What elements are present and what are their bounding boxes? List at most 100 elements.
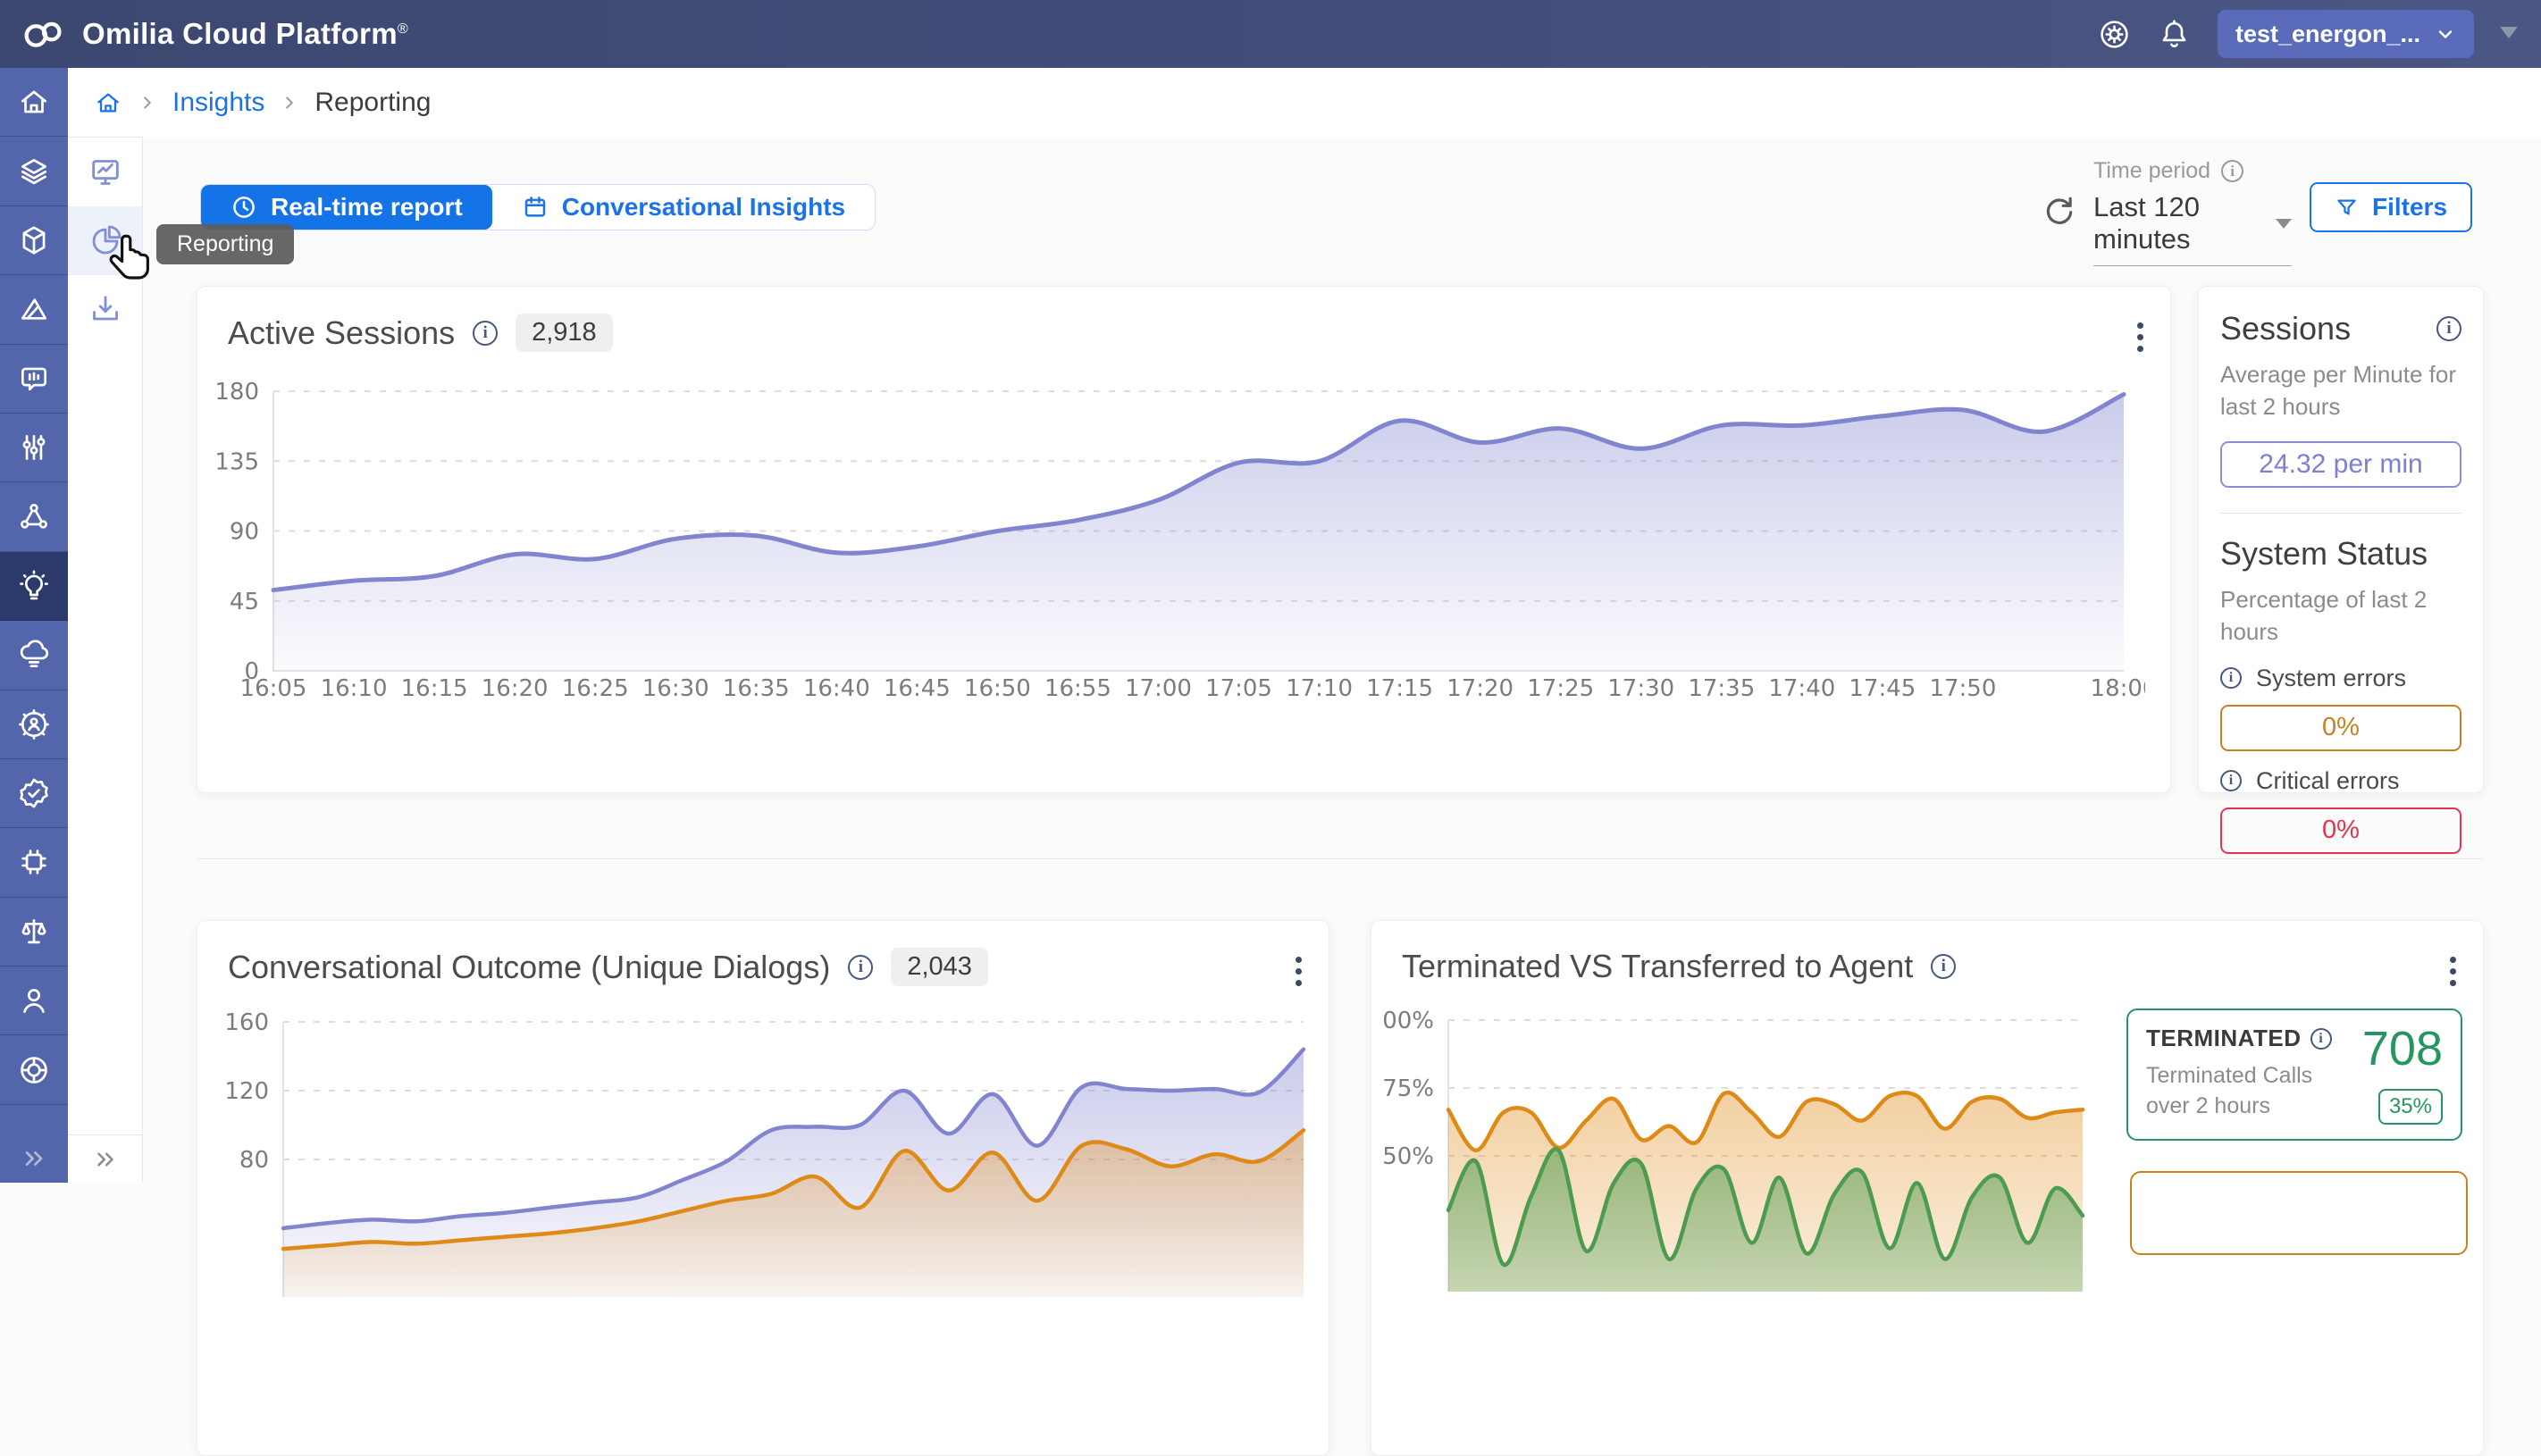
filters-button[interactable]: Filters <box>2310 182 2473 232</box>
sidebar-item-cloud-sync[interactable] <box>0 621 68 690</box>
breadcrumb-current: Reporting <box>314 87 432 117</box>
scrollbar-arrow[interactable] <box>2500 27 2518 38</box>
time-period-label: Time period <box>2093 158 2211 183</box>
kebab-menu-icon[interactable] <box>2446 953 2460 990</box>
svg-text:75%: 75% <box>1382 1075 1434 1102</box>
system-status-subtitle: Percentage of last 2 hours <box>2220 585 2428 646</box>
kebab-menu-icon[interactable] <box>2134 319 2147 356</box>
sidebar-item-user[interactable] <box>0 966 68 1036</box>
terminated-value: 708 <box>2361 1022 2443 1075</box>
svg-text:17:50: 17:50 <box>1929 675 1996 702</box>
sidebar-item-block[interactable] <box>0 206 68 276</box>
refresh-icon[interactable] <box>2041 192 2078 230</box>
registered-mark: ® <box>397 21 408 37</box>
info-icon[interactable] <box>2220 770 2242 792</box>
calendar-icon <box>522 194 549 221</box>
info-icon[interactable] <box>473 320 499 346</box>
svg-text:100%: 100% <box>1381 1008 1434 1034</box>
svg-text:17:00: 17:00 <box>1125 675 1192 702</box>
tab-conversational-insights[interactable]: Conversational Insights <box>492 185 875 230</box>
svg-text:0: 0 <box>244 658 259 685</box>
svg-text:17:15: 17:15 <box>1366 675 1433 702</box>
info-icon[interactable] <box>2221 160 2244 182</box>
pie-chart-icon <box>88 223 123 259</box>
svg-text:17:05: 17:05 <box>1205 675 1272 702</box>
svg-text:90: 90 <box>230 519 259 546</box>
svg-text:16:30: 16:30 <box>642 675 709 702</box>
subnav-item-download[interactable] <box>68 275 142 344</box>
reporting-tooltip: Reporting <box>156 224 295 264</box>
svg-text:17:30: 17:30 <box>1607 675 1674 702</box>
svg-text:80: 80 <box>239 1147 269 1174</box>
sidebar-item-badge-check[interactable] <box>0 759 68 829</box>
rail-expand-button[interactable] <box>0 1134 68 1183</box>
svg-text:50%: 50% <box>1382 1143 1434 1170</box>
subnav-expand-button[interactable] <box>68 1134 142 1183</box>
sidebar-item-chat-feedback[interactable] <box>0 345 68 414</box>
settings-gear-icon[interactable] <box>2098 18 2131 51</box>
system-errors-row: System errors <box>2220 665 2461 692</box>
life-ring-icon <box>17 1053 51 1087</box>
svg-text:16:15: 16:15 <box>401 675 468 702</box>
sessions-status-panel: Sessions Average per Minute for last 2 h… <box>2198 286 2484 854</box>
sidebar-item-layers[interactable] <box>0 137 68 206</box>
omilia-cloud-logo-icon <box>18 13 70 54</box>
svg-text:16:50: 16:50 <box>964 675 1031 702</box>
svg-text:17:40: 17:40 <box>1768 675 1835 702</box>
sidebar-item-lightbulb[interactable] <box>0 551 68 622</box>
ruler-triangle-icon <box>17 292 51 326</box>
sidebar-item-scales[interactable] <box>0 898 68 967</box>
section-divider <box>197 858 2484 859</box>
kebab-menu-icon[interactable] <box>1292 953 1305 990</box>
svg-text:180: 180 <box>214 379 259 406</box>
main-content: Real-time report Conversational Insights… <box>143 137 2541 1456</box>
chevron-down-icon <box>2435 23 2456 45</box>
breadcrumb: Insights Reporting <box>68 68 2541 137</box>
time-period-select[interactable]: Last 120 minutes <box>2093 191 2292 266</box>
block-icon <box>17 223 51 257</box>
notifications-bell-icon[interactable] <box>2158 18 2191 51</box>
svg-text:16:45: 16:45 <box>884 675 951 702</box>
svg-text:160: 160 <box>224 1009 269 1036</box>
chat-feedback-icon <box>17 362 51 396</box>
top-bar: Omilia Cloud Platform® test_energon_... <box>0 0 2541 68</box>
sidebar-item-sliders[interactable] <box>0 414 68 483</box>
user-icon <box>17 983 51 1017</box>
terminated-description: Terminated Calls over 2 hours <box>2146 1063 2313 1118</box>
home-icon <box>17 85 51 119</box>
info-icon[interactable] <box>1931 954 1957 979</box>
info-icon[interactable] <box>2220 667 2242 690</box>
tab-real-time-report[interactable]: Real-time report <box>201 185 492 230</box>
conversational-outcome-card: Conversational Outcome (Unique Dialogs) … <box>197 920 1329 1456</box>
svg-text:17:20: 17:20 <box>1447 675 1514 702</box>
subnav-item-pie-chart[interactable] <box>68 206 142 275</box>
conversational-outcome-chart: 160 120 80 <box>224 1009 1306 1297</box>
system-status-title: System Status <box>2220 534 2428 572</box>
subnav-item-monitor-chart[interactable] <box>68 138 142 206</box>
sidebar-item-home[interactable] <box>0 68 68 138</box>
divider <box>2220 512 2461 514</box>
sidebar-item-gear-user[interactable] <box>0 690 68 759</box>
breadcrumb-separator-icon <box>280 93 299 113</box>
time-period-value: Last 120 minutes <box>2093 191 2200 255</box>
info-icon[interactable] <box>2310 1027 2332 1050</box>
sidebar-item-chip[interactable] <box>0 828 68 898</box>
breadcrumb-insights-link[interactable]: Insights <box>172 87 265 117</box>
topbar-actions: test_energon_... <box>2098 0 2475 68</box>
sidebar-item-network-nodes[interactable] <box>0 482 68 552</box>
card-title: Terminated VS Transferred to Agent <box>1402 948 1914 984</box>
terminated-vs-transferred-chart: 100% 75% 50% <box>1381 1008 2085 1292</box>
svg-text:16:05: 16:05 <box>240 675 307 702</box>
info-icon[interactable] <box>848 954 874 980</box>
system-errors-label: System errors <box>2256 664 2407 691</box>
sidebar-item-life-ring[interactable] <box>0 1035 68 1105</box>
terminated-percent-badge: 35% <box>2377 1089 2443 1125</box>
home-icon[interactable] <box>94 88 122 117</box>
terminated-summary-box: TERMINATED Terminated Calls over 2 hours… <box>2126 1008 2462 1141</box>
sidebar-item-ruler-triangle[interactable] <box>0 275 68 345</box>
lightbulb-icon <box>17 569 51 603</box>
info-icon[interactable] <box>2436 316 2461 341</box>
account-menu-button[interactable]: test_energon_... <box>2218 10 2475 58</box>
sessions-title: Sessions <box>2220 310 2352 347</box>
active-sessions-card: Active Sessions 2,918 0 45 90 135 180 16:05 16… <box>197 286 2171 793</box>
